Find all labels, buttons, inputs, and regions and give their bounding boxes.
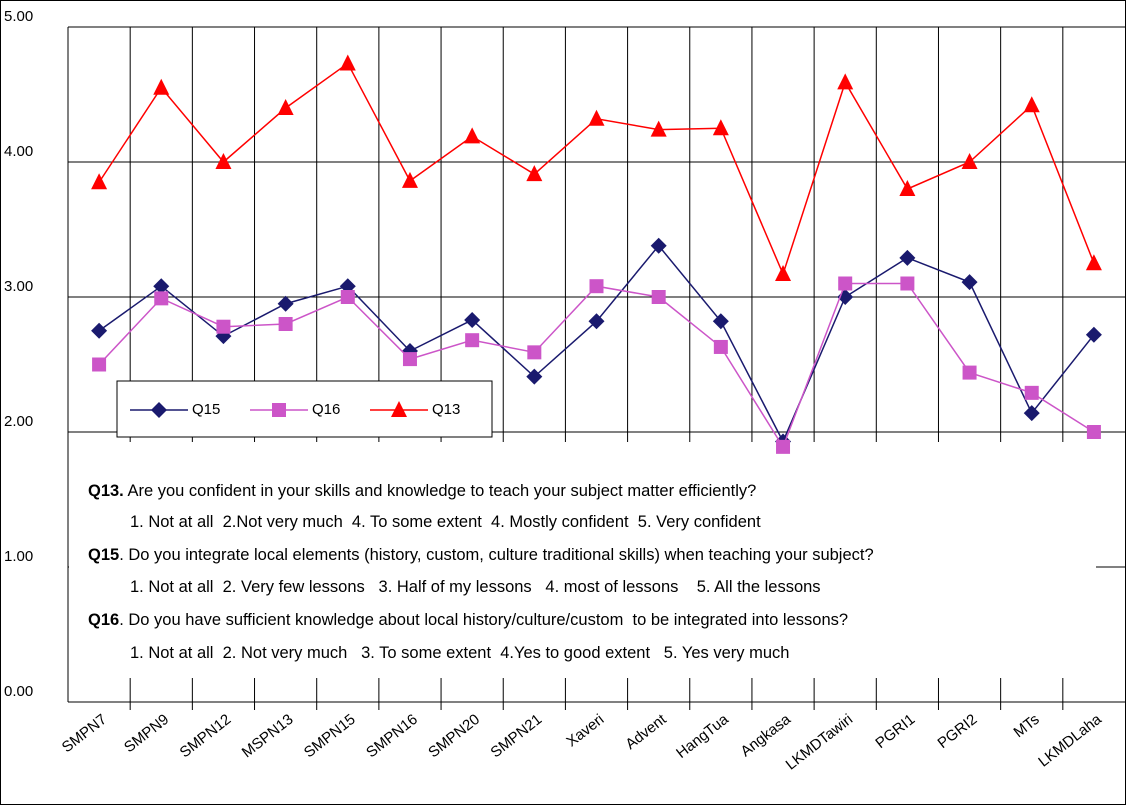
note-label: Q16	[88, 611, 119, 629]
marker	[216, 319, 231, 334]
note-text: . Do you integrate local elements (histo…	[119, 546, 873, 564]
marker	[391, 401, 407, 417]
marker	[92, 357, 107, 372]
marker	[837, 73, 854, 90]
note-text: 1. Not at all 2. Not very much 3. To som…	[130, 644, 789, 662]
legend-box	[116, 380, 493, 438]
marker	[91, 322, 108, 339]
marker	[272, 403, 286, 417]
note-label: Q15	[88, 546, 119, 564]
marker	[277, 99, 294, 115]
marker	[961, 153, 978, 169]
marker	[465, 333, 480, 348]
y-tick-label: 5.00	[4, 8, 33, 25]
marker	[650, 237, 667, 254]
marker	[712, 313, 729, 330]
legend-label: Q13	[432, 401, 460, 418]
marker	[340, 290, 355, 304]
y-tick-label: 3.00	[4, 278, 33, 295]
marker	[1086, 425, 1101, 439]
note: Q15. Do you integrate local elements (hi…	[88, 546, 874, 564]
marker	[900, 276, 915, 291]
marker	[339, 54, 356, 71]
marker	[589, 279, 604, 294]
marker	[713, 339, 728, 354]
marker	[277, 295, 294, 312]
y-tick-label: 4.00	[4, 143, 33, 160]
marker	[527, 345, 542, 360]
note: Q13. Are you confident in your skills an…	[88, 482, 756, 500]
y-tick-label: 1.00	[4, 548, 33, 565]
marker	[776, 439, 791, 454]
note-text: 1. Not at all 2.Not very much 4. To some…	[130, 513, 761, 531]
y-tick-label: 2.00	[4, 413, 33, 430]
note: Q16. Do you have sufficient knowledge ab…	[88, 611, 848, 629]
marker	[1085, 326, 1102, 343]
marker	[151, 402, 167, 418]
marker	[712, 119, 729, 136]
marker	[526, 368, 543, 385]
marker	[588, 109, 605, 126]
marker	[153, 78, 170, 95]
marker	[464, 127, 481, 144]
marker	[651, 290, 666, 304]
marker	[153, 278, 170, 295]
marker	[464, 311, 481, 328]
marker	[775, 265, 792, 282]
note: 1. Not at all 2. Not very much 3. To som…	[130, 644, 789, 662]
note-text: 1. Not at all 2. Very few lessons 3. Hal…	[130, 578, 821, 596]
marker	[899, 180, 916, 196]
note-label: Q13.	[88, 482, 124, 500]
marker	[1024, 385, 1039, 400]
note: 1. Not at all 2.Not very much 4. To some…	[130, 513, 761, 531]
marker	[1085, 254, 1102, 271]
marker	[961, 274, 978, 291]
note-text: Are you confident in your skills and kno…	[124, 482, 757, 500]
marker	[278, 317, 293, 331]
marker	[526, 165, 543, 182]
marker	[650, 120, 667, 137]
legend-label: Q15	[192, 401, 220, 418]
notes-box	[69, 442, 1096, 678]
marker	[1023, 405, 1040, 422]
marker	[215, 153, 232, 169]
marker	[962, 365, 977, 380]
note: 1. Not at all 2. Very few lessons 3. Hal…	[130, 578, 821, 596]
marker	[1023, 96, 1040, 113]
y-tick-label: 0.00	[4, 683, 33, 700]
marker	[899, 249, 916, 266]
marker	[401, 171, 418, 188]
marker	[402, 352, 417, 367]
note-text: . Do you have sufficient knowledge about…	[119, 611, 848, 629]
marker	[154, 291, 169, 306]
legend-label: Q16	[312, 401, 340, 418]
marker	[91, 173, 108, 190]
marker	[838, 276, 853, 291]
marker	[588, 313, 605, 330]
